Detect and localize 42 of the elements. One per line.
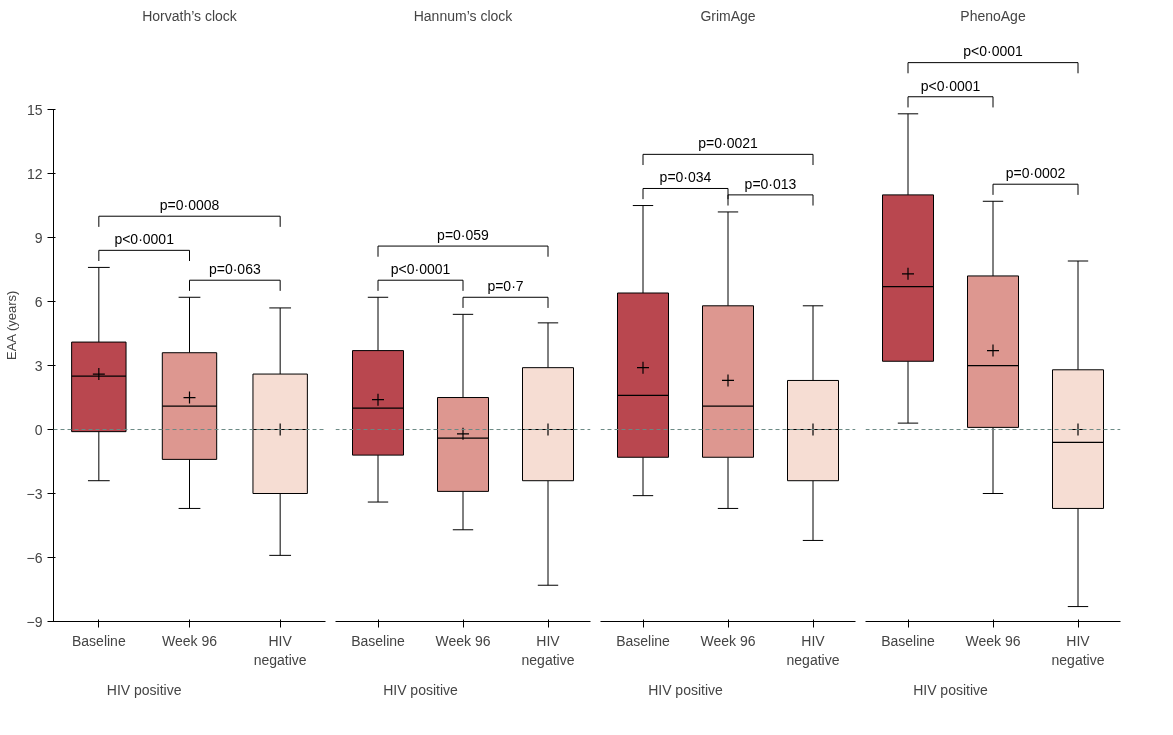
x-tick-label: Week 96: [162, 632, 218, 649]
text: HIV positive: [383, 681, 459, 698]
y-tick-label: 3: [34, 357, 43, 374]
x-tick-label: Week 96: [435, 632, 491, 649]
annotation: p=0·063: [208, 261, 261, 278]
annotation: p=0·7: [487, 278, 524, 295]
annotation: p=0·059: [437, 226, 490, 243]
annotation: p=0·0002: [1005, 165, 1066, 182]
chart-title: Horvath’s clock: [142, 7, 238, 24]
text: HIV positive: [106, 681, 182, 698]
y-tick-label: 12: [26, 165, 43, 182]
annotation: p<0·0001: [114, 231, 175, 248]
text: HIV positive: [913, 681, 989, 698]
x-tick-label: HIV negative: [253, 632, 307, 668]
text: HIV positive: [648, 681, 724, 698]
text: p<0·0001: [963, 43, 1023, 60]
x-tick-label: HIV negative: [786, 632, 840, 668]
annotation: p<0·0001: [390, 261, 451, 278]
y-tick-label: 9: [34, 229, 43, 246]
y-tick-label: −3: [26, 485, 43, 502]
x-tick-label: Week 96: [965, 632, 1021, 649]
y-tick-label: 15: [26, 101, 43, 118]
y-tick-label: 6: [34, 293, 43, 310]
y-axis-title: EAA (years): [3, 290, 19, 361]
x-tick-label: Baseline: [71, 632, 126, 649]
x-tick-label: Baseline: [351, 632, 406, 649]
annotation: p=0·034: [659, 169, 712, 186]
y-tick-label: −6: [26, 549, 43, 566]
chart-title: Hannum’s clock: [413, 7, 514, 24]
x-tick-label: Baseline: [881, 632, 936, 649]
x-tick-label: HIV negative: [1051, 632, 1105, 668]
chart-title: GrimAge: [700, 7, 756, 24]
y-tick-label: 0: [34, 421, 43, 438]
text: p<0·0001: [920, 77, 981, 94]
chart-title: PhenoAge: [960, 7, 1026, 24]
x-tick-label: HIV negative: [521, 632, 575, 668]
x-tick-label: Week 96: [700, 632, 756, 649]
annotation: p=0·0008: [159, 197, 220, 214]
annotation: p=0·013: [744, 175, 797, 192]
annotation: p=0·0021: [698, 135, 758, 152]
y-tick-label: −9: [26, 613, 43, 630]
x-tick-label: Baseline: [616, 632, 671, 649]
